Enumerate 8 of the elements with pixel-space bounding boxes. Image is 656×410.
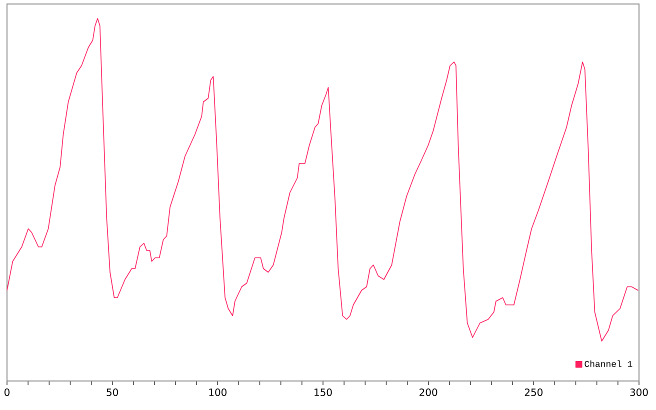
x-tick-label: 100: [209, 388, 227, 396]
legend-label: Channel 1: [584, 360, 632, 367]
x-tick-label: 250: [524, 388, 543, 396]
x-tick-label: 150: [314, 388, 332, 396]
x-tick-label: 50: [106, 388, 118, 396]
x-tick-label: 0: [4, 388, 10, 396]
x-tick-label: 200: [420, 388, 438, 396]
x-tick-label: 300: [630, 388, 648, 396]
